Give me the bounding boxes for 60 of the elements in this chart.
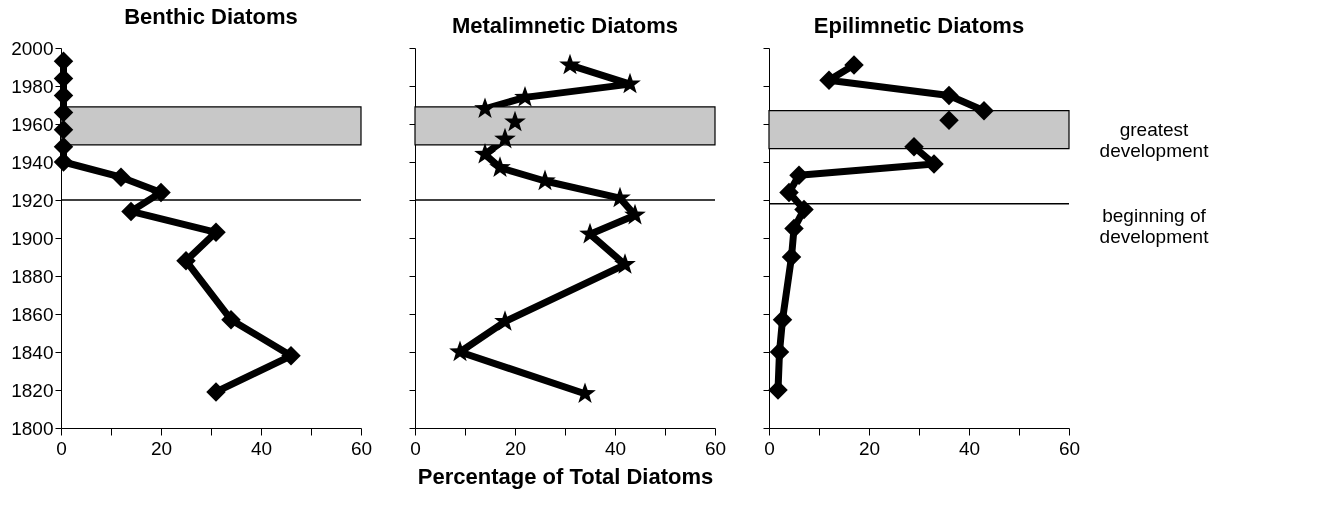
x-tick-label: 40 (250, 437, 273, 459)
point (53, 119, 74, 140)
point (206, 222, 226, 243)
ref-line-label: beginning of development (1099, 204, 1210, 247)
point (772, 309, 793, 330)
point (151, 182, 171, 203)
point (474, 143, 496, 164)
y-tick-label: 1860 (11, 303, 54, 325)
y-tick-label: 1800 (11, 417, 54, 439)
y-tick-label: 1960 (11, 113, 54, 135)
point (784, 218, 804, 239)
chart-title: Benthic Diatoms (124, 4, 298, 29)
y-tick-label: 1900 (11, 227, 54, 249)
point (206, 382, 226, 402)
point (939, 110, 959, 130)
point (769, 342, 790, 362)
x-tick-label: 60 (704, 437, 727, 459)
chart-title: Epilimnetic Diatoms (813, 12, 1025, 38)
point (559, 53, 581, 75)
x-tick-label: 40 (958, 437, 981, 459)
point (904, 137, 924, 157)
point (474, 97, 496, 119)
x-tick-label: 0 (764, 437, 775, 459)
point (789, 165, 809, 186)
x-tick-label: 20 (858, 437, 881, 459)
point (939, 85, 959, 106)
x-tick-label: 20 (504, 437, 527, 459)
point (489, 156, 511, 177)
point (111, 167, 131, 187)
x-tick-label: 40 (604, 437, 627, 459)
x-axis-title: Percentage of Total Diatoms (417, 463, 714, 489)
point (281, 346, 301, 366)
point (504, 110, 526, 132)
x-tick-label: 0 (56, 437, 67, 459)
y-tick-label: 1880 (11, 265, 54, 287)
chart-title: Metalimnetic Diatoms (451, 12, 679, 38)
band-label: greatest development (1099, 118, 1210, 161)
y-tick-label: 1920 (11, 189, 54, 211)
point (794, 199, 814, 220)
point (449, 340, 471, 362)
y-tick-label: 1940 (11, 151, 54, 173)
point (494, 127, 516, 149)
point (624, 203, 646, 225)
x-tick-label: 0 (410, 437, 421, 459)
y-tick-label: 1820 (11, 379, 54, 401)
point (768, 380, 788, 400)
x-tick-label: 20 (150, 437, 173, 459)
point (844, 55, 864, 75)
point (779, 182, 799, 203)
point (53, 152, 74, 172)
point (974, 100, 994, 121)
point (781, 247, 802, 267)
x-tick-label: 60 (1058, 437, 1081, 459)
y-tick-label: 1980 (11, 75, 54, 97)
point (614, 253, 636, 274)
y-tick-label: 1840 (11, 341, 54, 363)
x-tick-label: 60 (350, 437, 373, 459)
point (176, 251, 196, 271)
point (221, 309, 241, 330)
y-tick-label: 2000 (11, 37, 54, 59)
